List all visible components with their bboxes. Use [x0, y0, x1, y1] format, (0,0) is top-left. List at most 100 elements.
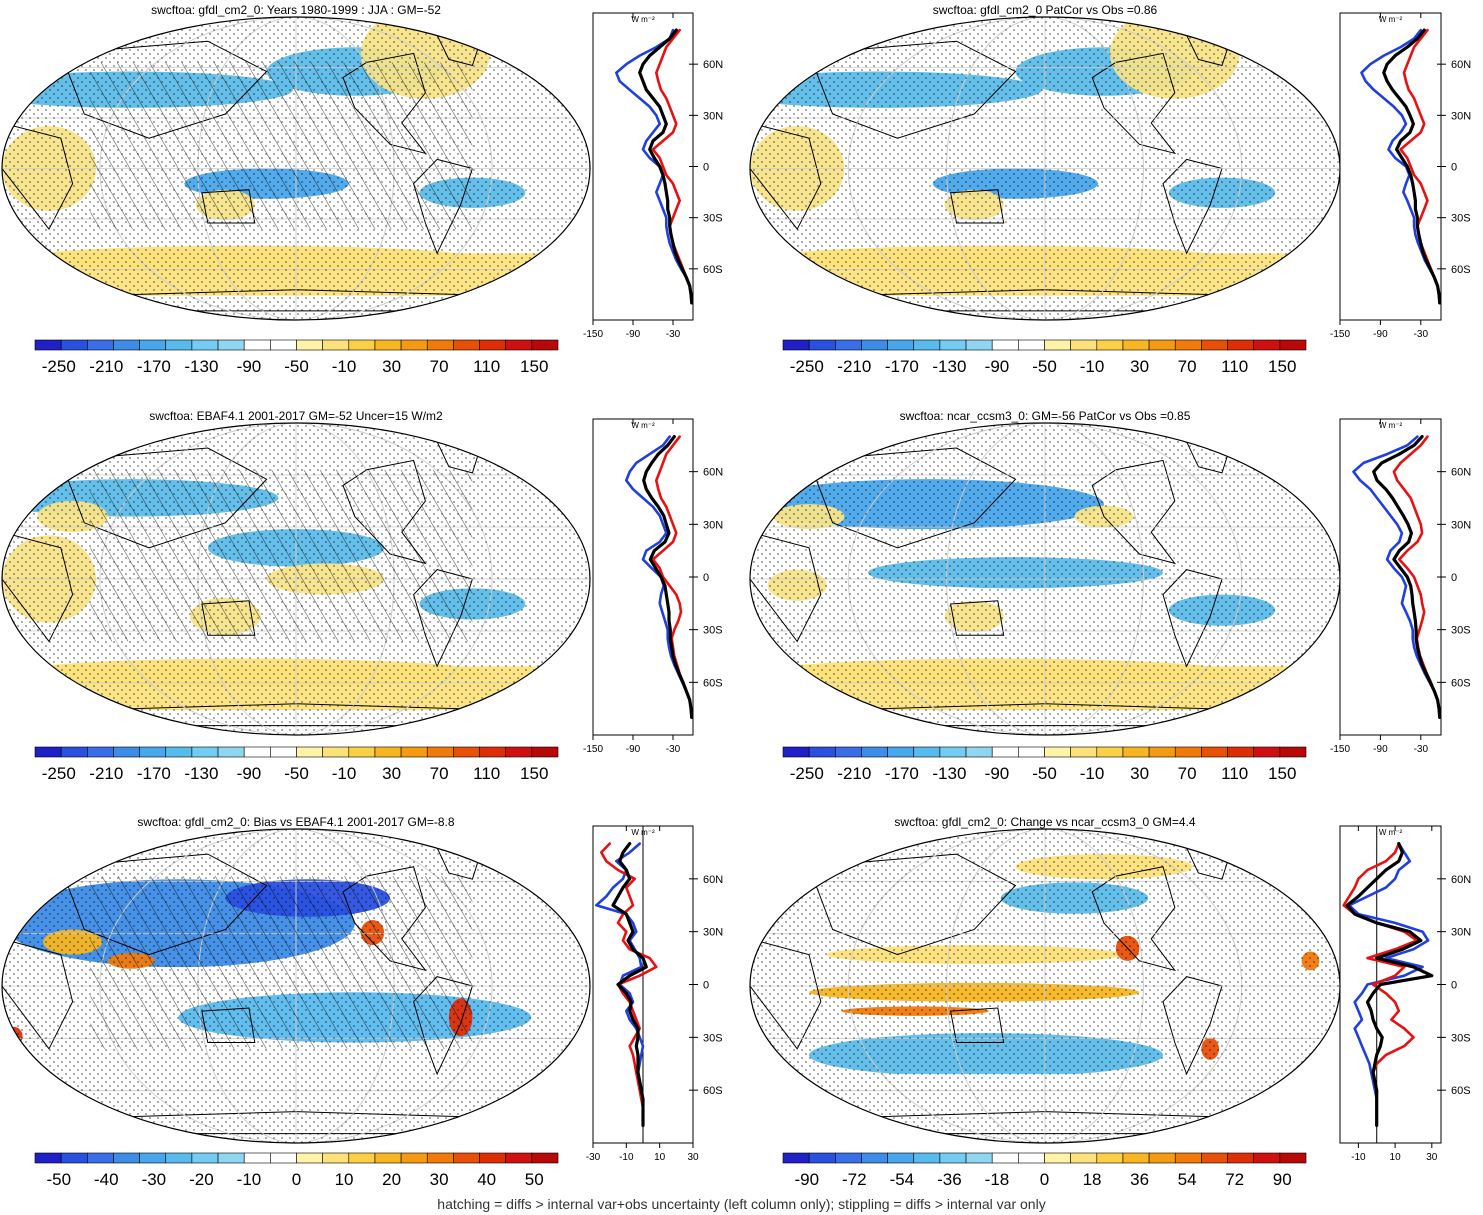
colorbar-swatch — [834, 746, 862, 758]
colorbar-label: -130 — [932, 764, 966, 783]
lat-tick-label: 30N — [1451, 927, 1471, 939]
x-tick-label: -90 — [1373, 329, 1388, 340]
lat-tick-label: 0 — [703, 572, 709, 584]
colorbar-swatch — [808, 339, 836, 351]
colorbar-label: -50 — [1032, 764, 1057, 783]
world-map — [2, 423, 590, 735]
colorbar-swatch — [834, 1152, 862, 1164]
colorbar-swatch — [426, 1152, 454, 1164]
colorbar-swatch — [60, 339, 88, 351]
colorbar-swatch — [1148, 1152, 1176, 1164]
colorbar-swatch — [1018, 339, 1045, 351]
lat-tick-label: 60N — [1451, 59, 1471, 71]
world-map — [750, 829, 1340, 1143]
colorbar-swatch — [453, 1152, 480, 1164]
colorbar-swatch — [34, 746, 62, 758]
colorbar-swatch — [1201, 746, 1228, 758]
profile-unit: W m⁻² — [1379, 828, 1403, 837]
x-tick-label: -150 — [583, 329, 603, 340]
colorbar-swatch — [296, 746, 323, 758]
colorbar-label: -54 — [890, 1170, 915, 1189]
colorbar: -250 -210 -170 -130 -90 -50 -10 30 70 110 150 — [782, 746, 1307, 783]
zonal-profile: W m⁻² -150 -90 -30 60N 30N 0 30S 60S — [583, 418, 723, 755]
colorbar-swatch — [505, 339, 533, 351]
panel-title: swcftoa: gfdl_cm2_0: Bias vs EBAF4.1 200… — [137, 815, 454, 829]
colorbar-swatch — [113, 339, 140, 351]
lat-tick-label: 60S — [703, 677, 723, 689]
colorbar-swatch — [322, 1152, 350, 1164]
colorbar-swatch — [1096, 746, 1124, 758]
colorbar-swatch — [270, 746, 297, 758]
lat-tick-label: 30S — [703, 213, 723, 225]
colorbar-swatch — [322, 339, 350, 351]
colorbar-swatch — [1201, 1152, 1228, 1164]
colorbar-swatch — [400, 339, 428, 351]
stippling — [750, 829, 1340, 1143]
chart-panel-5: swcftoa: gfdl_cm2_0: Bias vs EBAF4.1 200… — [1, 815, 723, 1189]
colorbar-label: 30 — [430, 1170, 449, 1189]
world-map — [2, 17, 590, 320]
colorbar-swatch — [191, 339, 219, 351]
profile-series-mean — [1345, 841, 1434, 1128]
colorbar-swatch — [939, 746, 967, 758]
colorbar-label: -30 — [142, 1170, 167, 1189]
colorbar-swatch — [965, 746, 993, 758]
colorbar-swatch — [296, 1152, 323, 1164]
map-border — [1, 828, 591, 1144]
colorbar-swatch — [479, 746, 506, 758]
colorbar-swatch — [113, 746, 140, 758]
colorbar-label: -50 — [1032, 357, 1057, 376]
lat-tick-label: 60S — [1451, 264, 1471, 276]
colorbar-label: 30 — [1130, 764, 1149, 783]
profile-frame — [592, 418, 694, 736]
colorbar-label: -130 — [184, 764, 218, 783]
x-tick-label: -90 — [1373, 744, 1388, 755]
colorbar-swatch — [1018, 1152, 1045, 1164]
colorbar-swatch — [991, 746, 1019, 758]
colorbar-label: -50 — [46, 1170, 71, 1189]
colorbar-swatch — [453, 339, 480, 351]
lat-tick-label: 0 — [703, 162, 709, 174]
lat-tick-label: 0 — [1451, 572, 1457, 584]
colorbar-label: 54 — [1178, 1170, 1197, 1189]
colorbar: -250 -210 -170 -130 -90 -50 -10 30 70 110 150 — [782, 339, 1307, 376]
colorbar-swatch — [1253, 1152, 1281, 1164]
colorbar-label: -50 — [284, 764, 309, 783]
colorbar-label: -90 — [794, 1170, 819, 1189]
colorbar-label: -72 — [842, 1170, 867, 1189]
colorbar-swatch — [1148, 746, 1176, 758]
panel-title: swcftoa: gfdl_cm2_0: Years 1980-1999 : J… — [151, 3, 441, 17]
x-tick-label: 30 — [687, 1152, 699, 1163]
colorbar-label: -18 — [985, 1170, 1010, 1189]
colorbar-swatch — [1174, 746, 1202, 758]
colorbar-swatch — [479, 339, 506, 351]
colorbar-swatch — [322, 746, 350, 758]
colorbar: -250 -210 -170 -130 -90 -50 -10 30 70 110 150 — [34, 746, 559, 783]
x-tick-label: -30 — [1414, 329, 1429, 340]
colorbar-label: 150 — [520, 764, 548, 783]
x-tick-label: 10 — [654, 1152, 666, 1163]
colorbar-swatch — [939, 339, 967, 351]
colorbar-swatch — [1044, 746, 1071, 758]
chart-panel-4: swcftoa: ncar_ccsm3_0: GM=-56 PatCor vs … — [749, 409, 1471, 783]
chart-panel-2: swcftoa: gfdl_cm2_0 PatCor vs Obs =0.86 W… — [749, 3, 1471, 376]
panel-title: swcftoa: EBAF4.1 2001-2017 GM=-52 Uncer=… — [149, 409, 443, 423]
colorbar-swatch — [531, 746, 559, 758]
x-tick-label: 10 — [1390, 1152, 1402, 1163]
colorbar-swatch — [861, 1152, 888, 1164]
x-tick-label: 30 — [1426, 1152, 1438, 1163]
colorbar-swatch — [991, 339, 1019, 351]
map-border — [1, 422, 591, 736]
colorbar-label: -90 — [985, 357, 1010, 376]
colorbar-swatch — [374, 339, 402, 351]
x-tick-label: -30 — [1414, 744, 1429, 755]
colorbar-label: -50 — [284, 357, 309, 376]
colorbar-swatch — [165, 339, 193, 351]
colorbar-swatch — [887, 746, 915, 758]
lat-tick-label: 60N — [703, 59, 723, 71]
colorbar-swatch — [60, 746, 88, 758]
lat-tick-label: 30S — [1451, 625, 1471, 637]
hatching — [90, 876, 473, 1049]
